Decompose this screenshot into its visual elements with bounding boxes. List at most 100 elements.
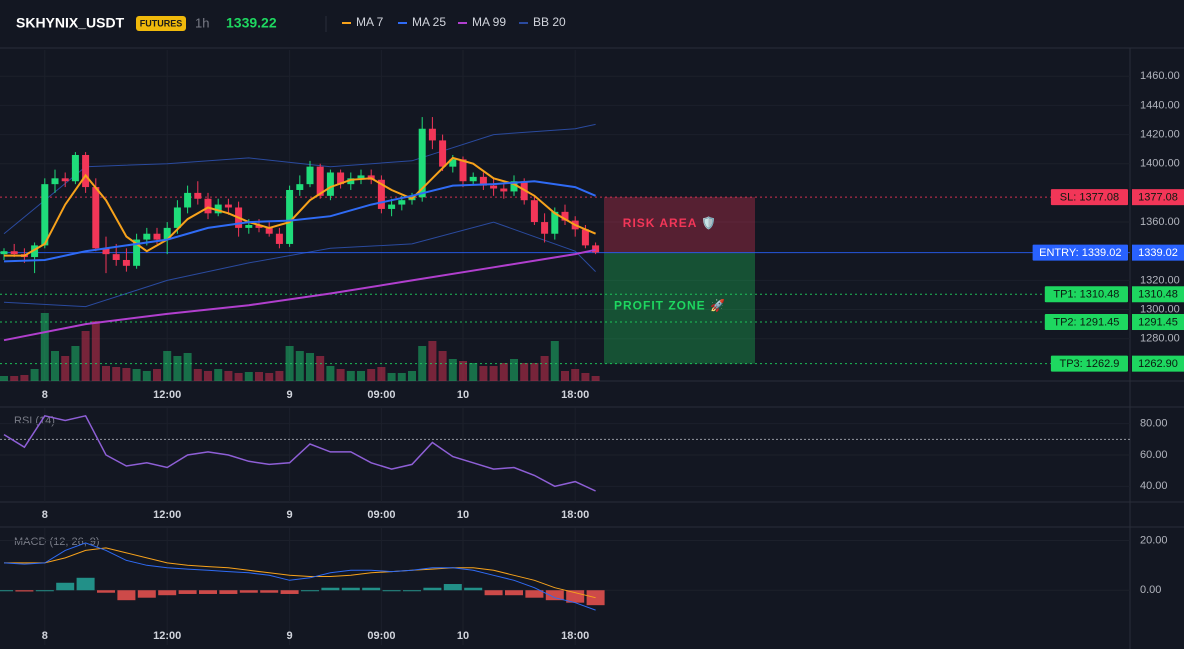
histogram-bar — [97, 590, 115, 593]
candle-body — [112, 254, 120, 260]
candle-body — [428, 128, 436, 141]
x-tick-label: 12:00 — [153, 630, 181, 642]
level-value-bg — [1132, 244, 1184, 261]
level-value-bg — [1132, 314, 1184, 331]
x-tick-label: 18:00 — [561, 630, 589, 642]
candle-body — [255, 224, 263, 228]
level-label: TP2: 1291.45 — [1053, 316, 1119, 328]
ma-line — [3, 248, 596, 342]
y-tick-label: 40.00 — [1140, 480, 1168, 492]
candle-body — [173, 207, 181, 228]
histogram-bar — [505, 590, 523, 596]
zone — [604, 252, 755, 364]
x-tick-label: 10 — [457, 389, 469, 401]
x-tick-label: 18:00 — [561, 389, 589, 401]
symbol: SKHYNIX_USDT — [16, 15, 125, 31]
level-label: ENTRY: 1339.02 — [1039, 247, 1121, 259]
candle-body — [388, 204, 396, 209]
macd-line — [3, 542, 596, 611]
histogram-bar — [443, 584, 462, 591]
rsi-line — [3, 414, 596, 492]
candle-body — [479, 176, 487, 186]
volume-bar — [510, 359, 518, 381]
candle-body — [306, 166, 314, 185]
candle-body — [153, 233, 161, 240]
candle-body — [214, 204, 222, 214]
candle-body — [581, 229, 589, 246]
zone-label: PROFIT ZONE 🚀 — [614, 298, 726, 312]
histogram-bar — [321, 587, 340, 591]
candle-body — [449, 159, 457, 167]
volume-bar — [489, 366, 498, 381]
volume-bar — [540, 356, 549, 381]
x-tick-label: 8 — [42, 509, 48, 521]
x-tick-label: 9 — [287, 509, 293, 521]
legend-label: MA 99 — [472, 15, 506, 29]
volume-bar — [295, 351, 304, 381]
volume-bar — [418, 346, 427, 381]
volume-bar — [40, 313, 49, 381]
candle-body — [0, 251, 8, 255]
candle-body — [194, 192, 202, 199]
candle-body — [122, 259, 130, 266]
volume-bar — [20, 375, 29, 381]
candle-body — [102, 248, 110, 255]
volume-bar — [448, 359, 457, 381]
y-tick-label: 80.00 — [1140, 418, 1168, 430]
candle-body — [316, 166, 324, 196]
level-label-bg — [1050, 355, 1128, 372]
volume-bar — [214, 369, 223, 381]
volume-bar — [306, 353, 314, 381]
y-tick-label: 0.00 — [1140, 584, 1161, 596]
volume-bar — [275, 371, 284, 381]
x-tick-label: 12:00 — [153, 509, 181, 521]
histogram-bar — [525, 590, 544, 598]
x-tick-label: 9 — [287, 389, 293, 401]
histogram-bar — [137, 590, 156, 598]
candle-body — [41, 184, 49, 246]
y-tick-label: 1460.00 — [1140, 70, 1180, 82]
volume-bar — [591, 376, 600, 381]
macd-title: MACD (12, 26, 9) — [14, 536, 100, 548]
volume-bar — [316, 356, 325, 381]
ma-line — [4, 156, 596, 257]
volume-bar — [520, 363, 529, 381]
volume-bar — [91, 321, 100, 381]
volume-bar — [265, 373, 274, 381]
volume-bar — [61, 356, 70, 381]
candle-body — [184, 192, 192, 208]
histogram-bar — [423, 587, 442, 591]
level-value-bg — [1132, 189, 1184, 206]
candle-body — [500, 188, 508, 192]
candle-body — [163, 227, 171, 240]
histogram-bar — [117, 590, 136, 601]
y-tick-label: 1300.00 — [1140, 303, 1180, 315]
volume-bar — [357, 371, 365, 381]
histogram-bar — [56, 582, 75, 591]
candle-body — [326, 172, 334, 196]
badge: FUTURES — [140, 18, 183, 28]
volume-bar — [530, 363, 539, 381]
histogram-bar — [76, 577, 95, 591]
candle-body — [357, 175, 365, 179]
volume-bar — [459, 361, 467, 381]
volume-bar — [499, 363, 508, 381]
volume-bar — [428, 341, 437, 381]
volume-bar — [30, 369, 39, 381]
volume-bar — [193, 369, 202, 381]
candle-body — [61, 178, 69, 182]
candle-body — [469, 176, 477, 182]
volume-bar — [377, 367, 386, 381]
level-value: 1377.08 — [1138, 192, 1178, 204]
candle-body — [439, 140, 447, 167]
volume-bar — [561, 371, 569, 381]
zone-label: RISK AREA 🛡️ — [623, 216, 717, 230]
histogram-bar — [403, 590, 421, 592]
candle-body — [204, 198, 212, 214]
volume-bar — [183, 353, 192, 381]
volume-bar — [112, 367, 121, 381]
candle-body — [286, 189, 294, 244]
level-value: 1310.48 — [1138, 289, 1178, 301]
signal-line — [4, 547, 596, 599]
